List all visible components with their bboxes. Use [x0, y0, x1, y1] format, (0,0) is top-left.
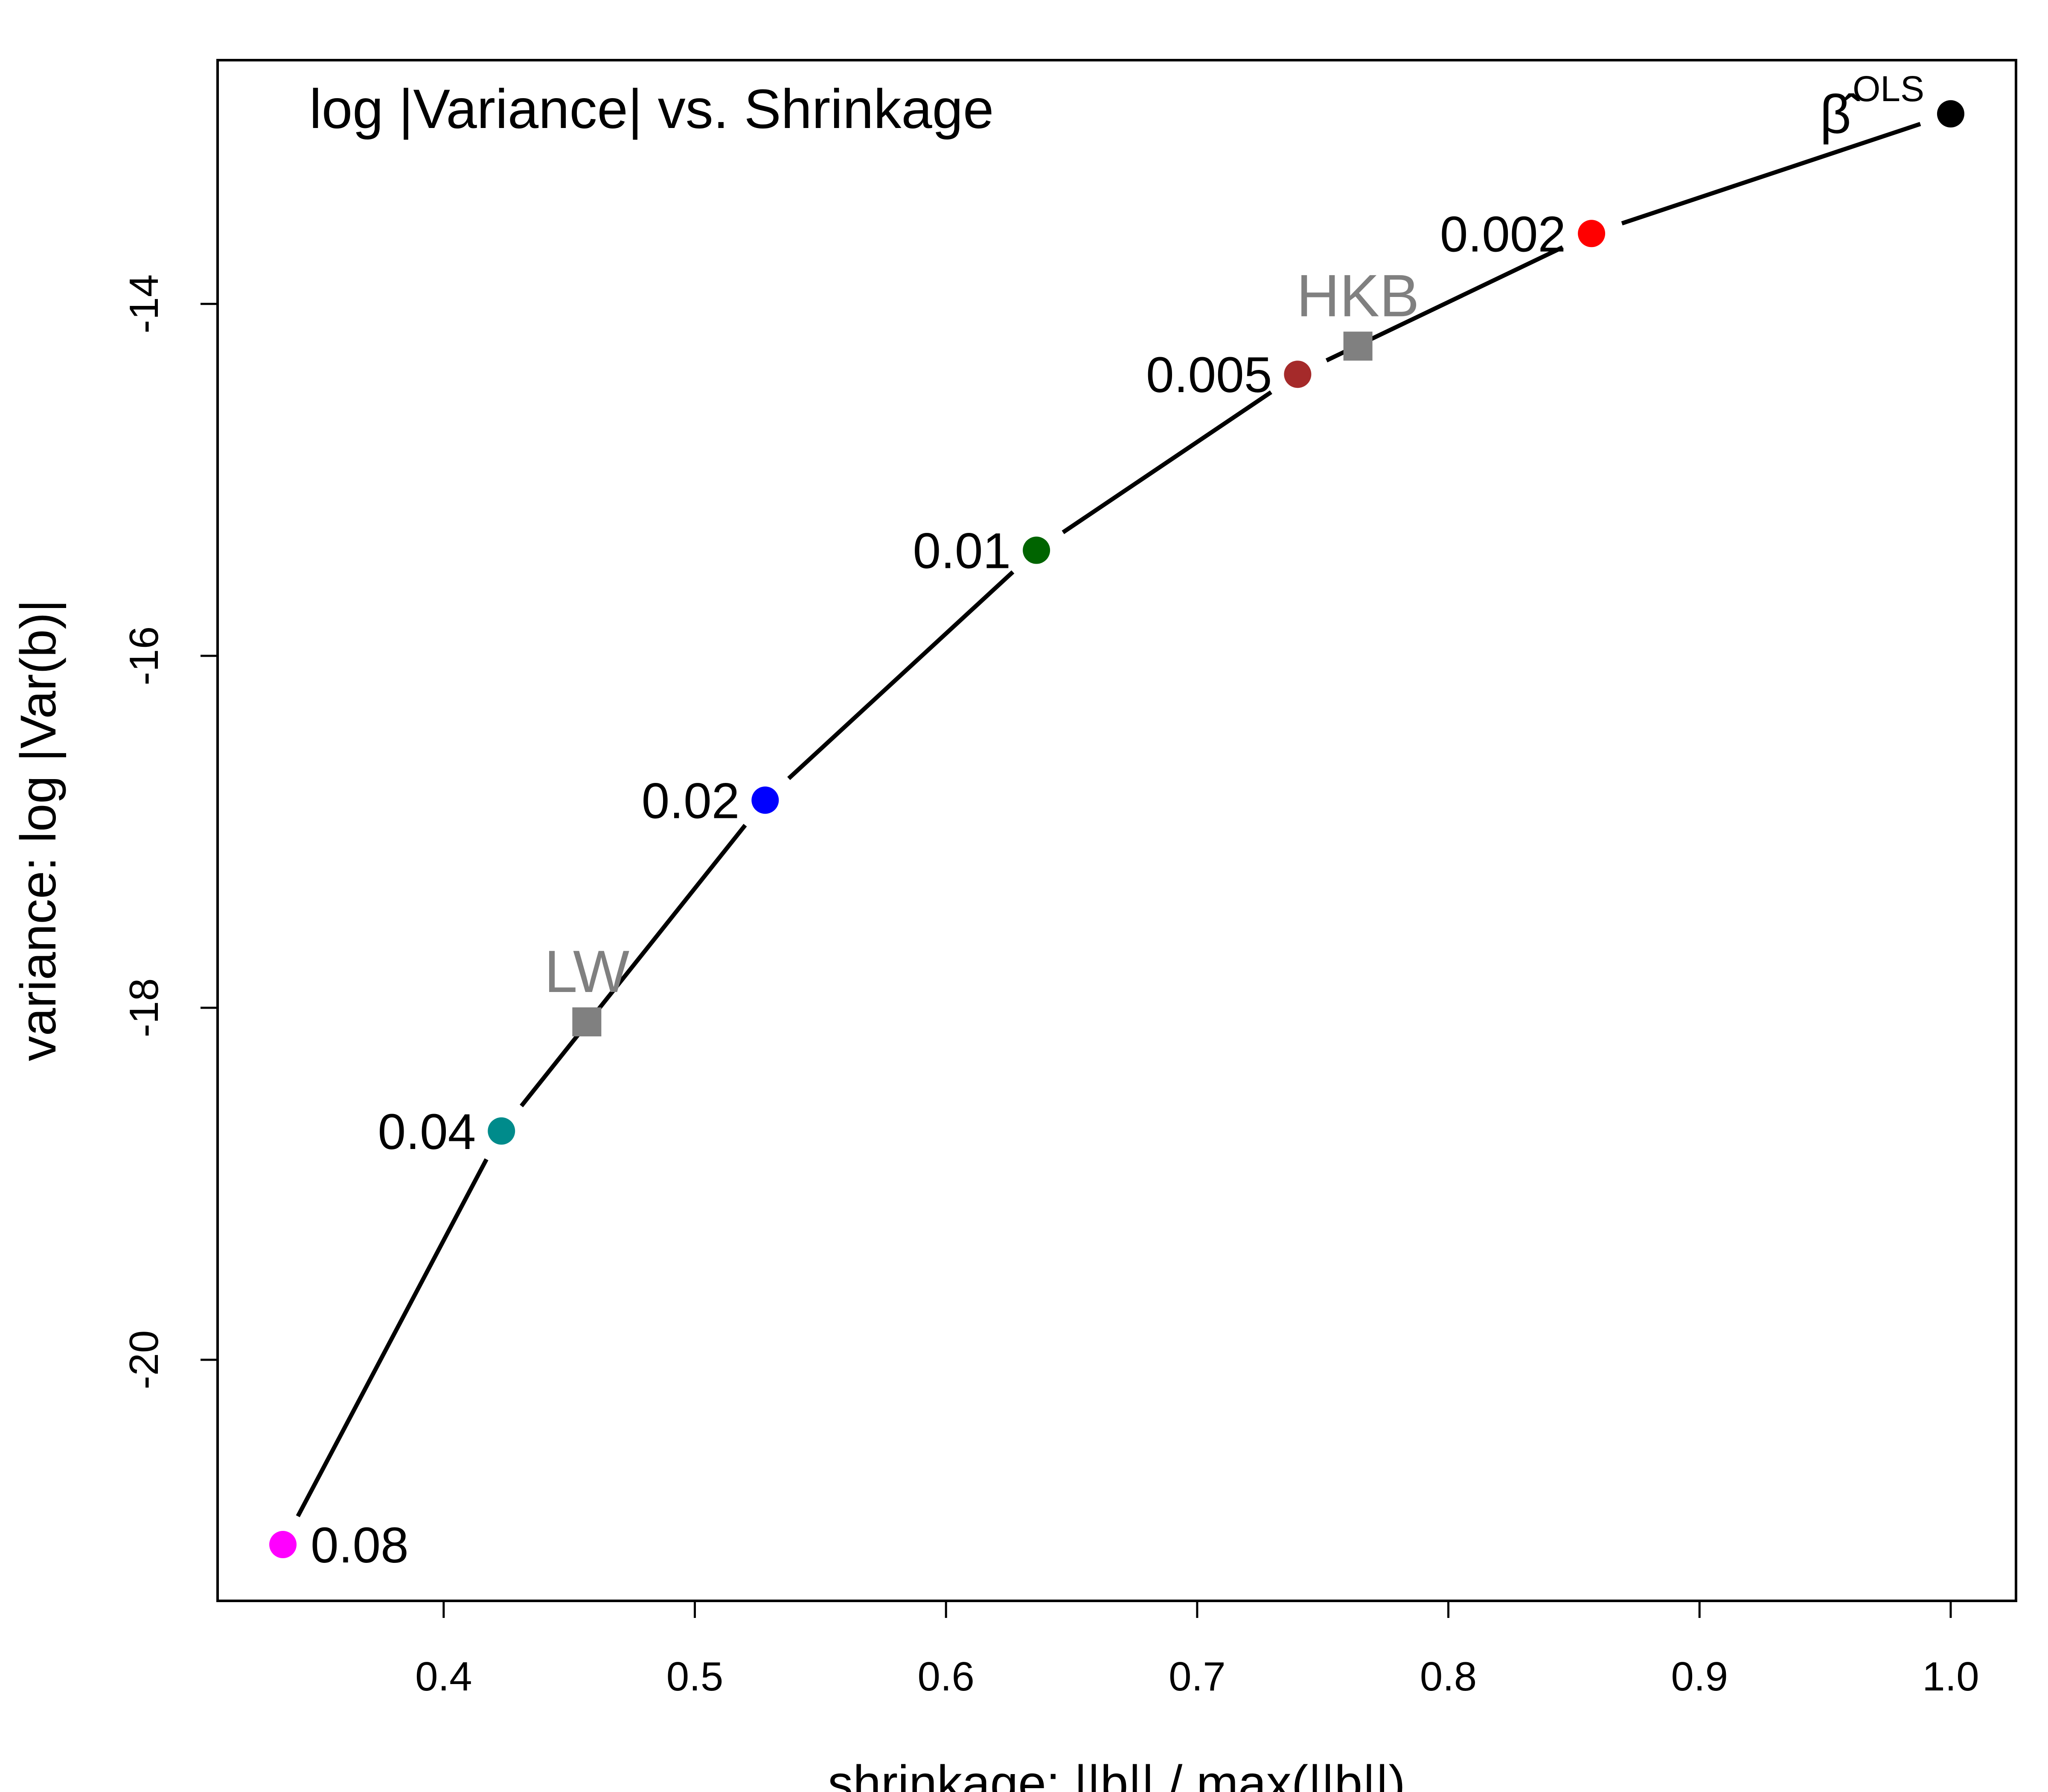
point-label: 0.02	[642, 773, 740, 829]
point-label: 0.002	[1440, 206, 1566, 262]
curve-layer	[296, 122, 1921, 1518]
estimator-label: HKB	[1297, 262, 1420, 329]
curve-segment	[296, 1158, 489, 1518]
curve-segment	[1621, 122, 1921, 226]
data-point	[269, 1531, 297, 1559]
x-tick-label: 0.9	[1671, 1654, 1728, 1699]
point-label: 0.04	[378, 1104, 476, 1160]
estimator-label: LW	[544, 938, 630, 1005]
data-point	[1023, 536, 1050, 564]
x-tick-label: 0.5	[666, 1654, 723, 1699]
point-label: 0.005	[1146, 347, 1272, 403]
data-point	[488, 1117, 515, 1145]
y-axis-label: variance: log |Var(b)|	[10, 599, 67, 1061]
y-tick-label: -20	[121, 1330, 167, 1390]
point-label: 0.08	[311, 1517, 409, 1574]
plot-frame	[216, 59, 2017, 1602]
y-tick-label: -18	[121, 978, 167, 1038]
x-axis: 0.4 0.5 0.6 0.7 0.8 0.9 1.0	[415, 1600, 1979, 1699]
y-axis: -20 -18 -16 -14	[121, 274, 219, 1390]
data-point	[1937, 100, 1964, 128]
point-label: 0.01	[913, 523, 1011, 579]
x-tick-label: 0.8	[1420, 1654, 1477, 1699]
point-label-superscript: OLS	[1853, 69, 1924, 109]
data-point	[1284, 361, 1312, 388]
estimator-layer: LW HKB	[544, 262, 1420, 1037]
data-point	[1578, 220, 1606, 247]
y-tick-label: -16	[121, 626, 167, 686]
x-axis-label: shrinkage: ||b|| / max(||b||)	[828, 1755, 1405, 1792]
y-tick-label: -14	[121, 274, 167, 334]
data-point	[751, 786, 779, 814]
estimator-marker	[1343, 332, 1373, 361]
estimator-marker	[572, 1007, 602, 1037]
x-tick-label: 1.0	[1922, 1654, 1979, 1699]
curve-segment	[1062, 390, 1272, 534]
x-tick-label: 0.7	[1169, 1654, 1225, 1699]
x-tick-label: 0.6	[917, 1654, 974, 1699]
curve-segment	[520, 823, 747, 1108]
x-tick-label: 0.4	[415, 1654, 472, 1699]
curve-segment	[787, 570, 1015, 780]
chart-title: log |Variance| vs. Shrinkage	[309, 78, 994, 140]
